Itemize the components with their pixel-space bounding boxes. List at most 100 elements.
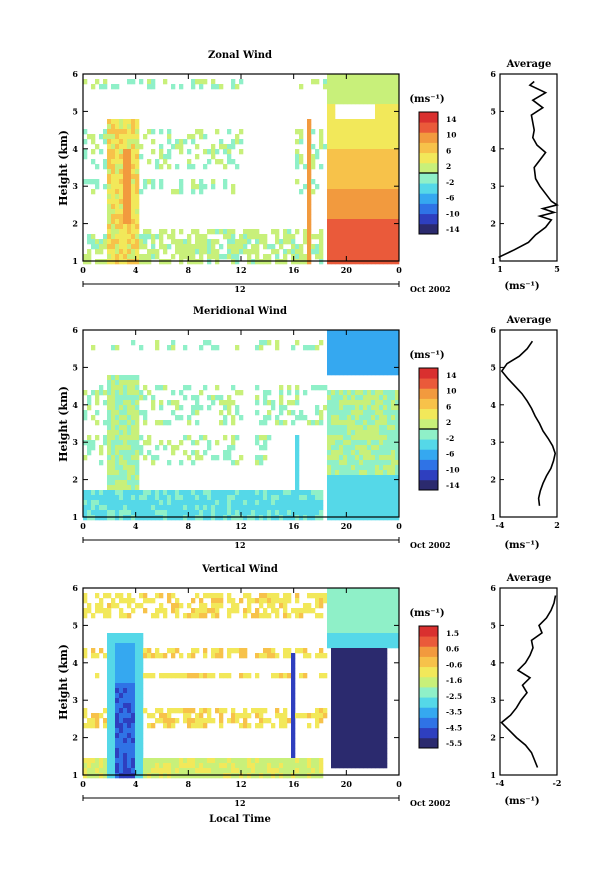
y-tick-label: 2: [72, 475, 78, 485]
heatmap-cell: [371, 738, 376, 744]
heatmap-cell: [391, 340, 396, 346]
heatmap-cell: [171, 723, 176, 729]
heatmap-cell: [347, 395, 352, 401]
heatmap-cell: [335, 703, 340, 709]
heatmap-cell: [123, 420, 128, 426]
heatmap-cell: [143, 239, 148, 245]
heatmap-cell: [143, 134, 148, 140]
heatmap-cell: [259, 598, 264, 604]
heatmap-cell: [351, 244, 356, 250]
y-tick-label: 2: [72, 733, 78, 743]
heatmap-cell: [379, 703, 384, 709]
heatmap-cell: [259, 613, 264, 619]
heatmap-cell: [355, 758, 360, 764]
heatmap-cell: [115, 763, 120, 769]
heatmap-cell: [255, 259, 260, 265]
heatmap-cell: [307, 768, 312, 774]
heatmap-cell: [355, 244, 360, 250]
heatmap-cell: [111, 440, 116, 446]
heatmap-cell: [335, 229, 340, 235]
heatmap-cell: [227, 159, 232, 165]
x-tick-label: 12: [235, 265, 246, 275]
heatmap-cell: [383, 199, 388, 205]
heatmap-cell: [335, 505, 340, 511]
heatmap-cell: [83, 648, 88, 654]
heatmap-cell: [107, 385, 112, 391]
heatmap-cell: [347, 355, 352, 361]
heatmap-cell: [127, 668, 132, 674]
heatmap-cell: [187, 510, 192, 516]
heatmap-cell: [127, 495, 132, 501]
heatmap-cell: [123, 430, 128, 436]
heatmap-cell: [171, 603, 176, 609]
heatmap-cell: [307, 723, 312, 729]
heatmap-cell: [339, 663, 344, 669]
heatmap-cell: [299, 613, 304, 619]
heatmap-cell: [383, 470, 388, 476]
heatmap-cell: [327, 104, 332, 110]
heatmap-cell: [131, 708, 136, 714]
heatmap-cell: [127, 763, 132, 769]
heatmap-cell: [383, 219, 388, 225]
heatmap-cell: [315, 234, 320, 240]
heatmap-cell: [359, 743, 364, 749]
heatmap-cell: [87, 405, 92, 411]
heatmap-cell: [235, 405, 240, 411]
heatmap-cell: [127, 758, 132, 764]
heatmap-cell: [331, 450, 336, 456]
heatmap-cell: [199, 723, 204, 729]
heatmap-cell: [315, 723, 320, 729]
heatmap-cell: [171, 345, 176, 351]
heatmap-cell: [87, 400, 92, 406]
heatmap-cell: [355, 84, 360, 90]
heatmap-cell: [211, 495, 216, 501]
heatmap-cell: [379, 249, 384, 255]
heatmap-cell: [187, 244, 192, 250]
heatmap-cell: [287, 249, 292, 255]
heatmap-cell: [91, 179, 96, 185]
heatmap-cell: [139, 678, 144, 684]
heatmap-cell: [367, 410, 372, 416]
heatmap-cell: [355, 415, 360, 421]
heatmap-cell: [347, 505, 352, 511]
heatmap-cell: [259, 713, 264, 719]
month-label: Oct 2002: [410, 540, 451, 550]
heatmap-cell: [331, 678, 336, 684]
heatmap-cell: [219, 139, 224, 145]
heatmap-cell: [123, 435, 128, 441]
heatmap-cell: [331, 234, 336, 240]
heatmap-cell: [331, 350, 336, 356]
heatmap-cell: [195, 259, 200, 265]
heatmap-cell: [363, 688, 368, 694]
heatmap-cell: [95, 184, 100, 190]
heatmap-cell: [291, 748, 296, 754]
heatmap-cell: [211, 239, 216, 245]
heatmap-cell: [187, 723, 192, 729]
heatmap-cell: [383, 753, 388, 759]
heatmap-cell: [343, 330, 348, 336]
heatmap-cell: [343, 648, 348, 654]
heatmap-cell: [375, 79, 380, 85]
heatmap-cell: [387, 94, 392, 100]
heatmap-cell: [107, 189, 112, 195]
heatmap-cell: [171, 254, 176, 260]
heatmap-cell: [271, 505, 276, 511]
heatmap-cell: [263, 598, 268, 604]
heatmap-cell: [275, 239, 280, 245]
heatmap-cell: [255, 410, 260, 416]
heatmap-cell: [291, 753, 296, 759]
heatmap-cell: [331, 653, 336, 659]
heatmap-cell: [327, 94, 332, 100]
heatmap-cell: [123, 259, 128, 265]
heatmap-cell: [227, 593, 232, 599]
heatmap-cell: [335, 460, 340, 466]
heatmap-cell: [235, 254, 240, 260]
heatmap-cell: [171, 648, 176, 654]
heatmap-cell: [111, 470, 116, 476]
heatmap-cell: [123, 723, 128, 729]
heatmap-cell: [331, 698, 336, 704]
heatmap-cell: [135, 159, 140, 165]
heatmap-cell: [351, 390, 356, 396]
heatmap-cell: [367, 214, 372, 220]
heatmap-cell: [299, 515, 304, 521]
